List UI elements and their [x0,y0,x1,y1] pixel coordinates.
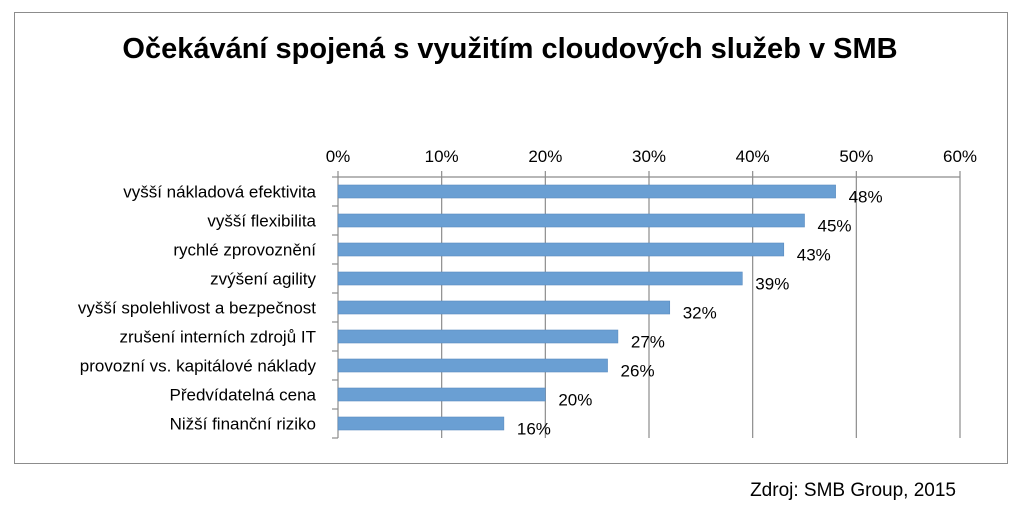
data-label: 45% [818,217,852,236]
x-tick-label: 60% [943,147,977,166]
data-label: 32% [683,304,717,323]
data-label: 27% [631,333,665,352]
labels: vyšší nákladová efektivita 48% vyšší flexi… [78,183,883,439]
x-tick-label: 40% [736,147,770,166]
x-tick-label: 0% [326,147,351,166]
bar [337,300,671,315]
x-tick-label: 50% [839,147,873,166]
bar [337,329,619,344]
data-label: 48% [849,188,883,207]
data-label: 43% [797,246,831,265]
category-label: Předvídatelná cena [170,386,317,405]
category-label: vyšší spolehlivost a bezpečnost [78,299,316,318]
bar [337,387,546,402]
category-label: vyšší flexibilita [207,212,316,231]
bar [337,242,785,257]
bar [337,184,836,199]
bar [337,358,608,373]
data-label: 26% [621,362,655,381]
category-label: zrušení interních zdrojů IT [119,328,316,347]
axis: 0% 10% 20% 30% 40% 50% 60% [326,147,977,439]
source-note: Zdroj: SMB Group, 2015 [750,480,956,501]
data-label: 20% [558,391,592,410]
category-label: vyšší nákladová efektivita [123,183,316,202]
data-label: 39% [755,275,789,294]
x-tick-label: 20% [528,147,562,166]
category-label: Nižší finanční riziko [170,415,316,434]
bar [337,213,805,228]
chart-title: Očekávání spojená s využitím cloudových … [122,33,898,65]
category-label: provozní vs. kapitálové náklady [80,357,317,376]
bars [337,184,836,431]
data-label: 16% [517,420,551,439]
bar [337,416,505,431]
bar [337,271,743,286]
category-label: zvýšení agility [210,270,316,289]
x-tick-label: 30% [632,147,666,166]
x-tick-label: 10% [425,147,459,166]
category-label: rychlé zprovoznění [173,241,316,260]
